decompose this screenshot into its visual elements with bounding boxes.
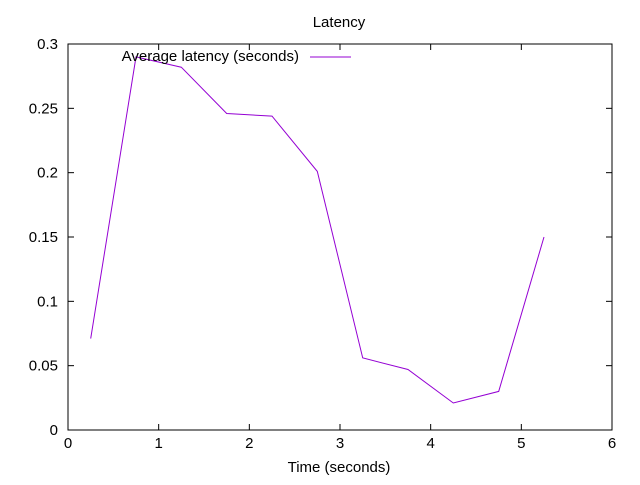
y-axis: 0 0.05 0.1 0.15 0.2 0.25 0.3 [29,36,612,439]
x-axis-label: Time (seconds) [288,459,391,476]
legend-label: Average latency (seconds) [122,48,299,65]
y-tick-label: 0.3 [37,36,58,53]
y-tick-label: 0.15 [29,229,58,246]
y-tick-label: 0 [50,422,58,439]
y-tick-label: 0.1 [37,293,58,310]
legend: Average latency (seconds) [122,48,351,65]
x-tick-label: 2 [245,435,253,452]
series-line [90,56,545,404]
x-tick-label: 6 [608,435,616,452]
x-tick-label: 1 [154,435,162,452]
x-tick-label: 5 [517,435,525,452]
x-tick-label: 3 [336,435,344,452]
x-tick-label: 4 [426,435,434,452]
chart-title: Latency [313,14,366,31]
y-tick-label: 0.2 [37,165,58,182]
y-tick-label: 0.05 [29,358,58,375]
series-layer [90,56,545,404]
y-tick-label: 0.25 [29,100,58,117]
x-axis: 0 1 2 3 4 5 6 [64,44,616,452]
x-tick-label: 0 [64,435,72,452]
